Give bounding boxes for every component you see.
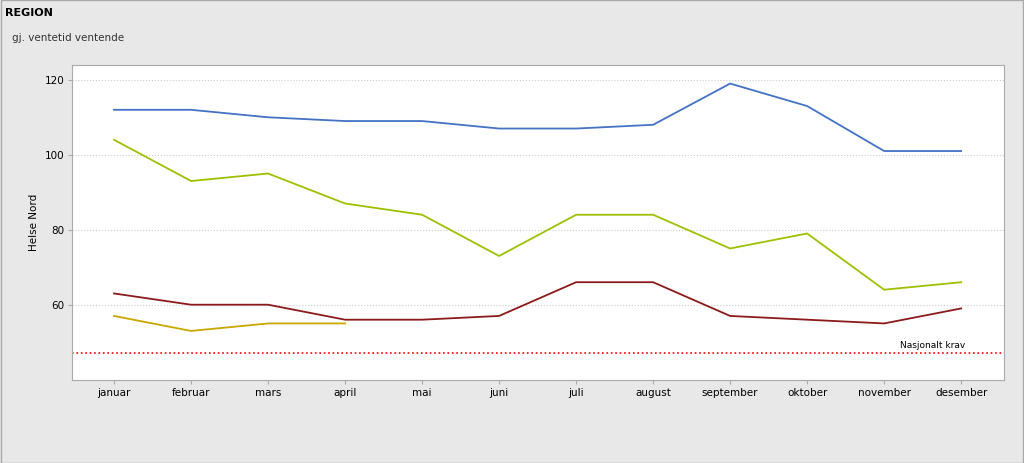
Y-axis label: Helse Nord: Helse Nord — [30, 194, 40, 251]
Text: Nasjonalt krav: Nasjonalt krav — [900, 341, 965, 350]
Text: REGION: REGION — [5, 7, 53, 18]
Text: gj. ventetid ventende: gj. ventetid ventende — [12, 32, 124, 43]
